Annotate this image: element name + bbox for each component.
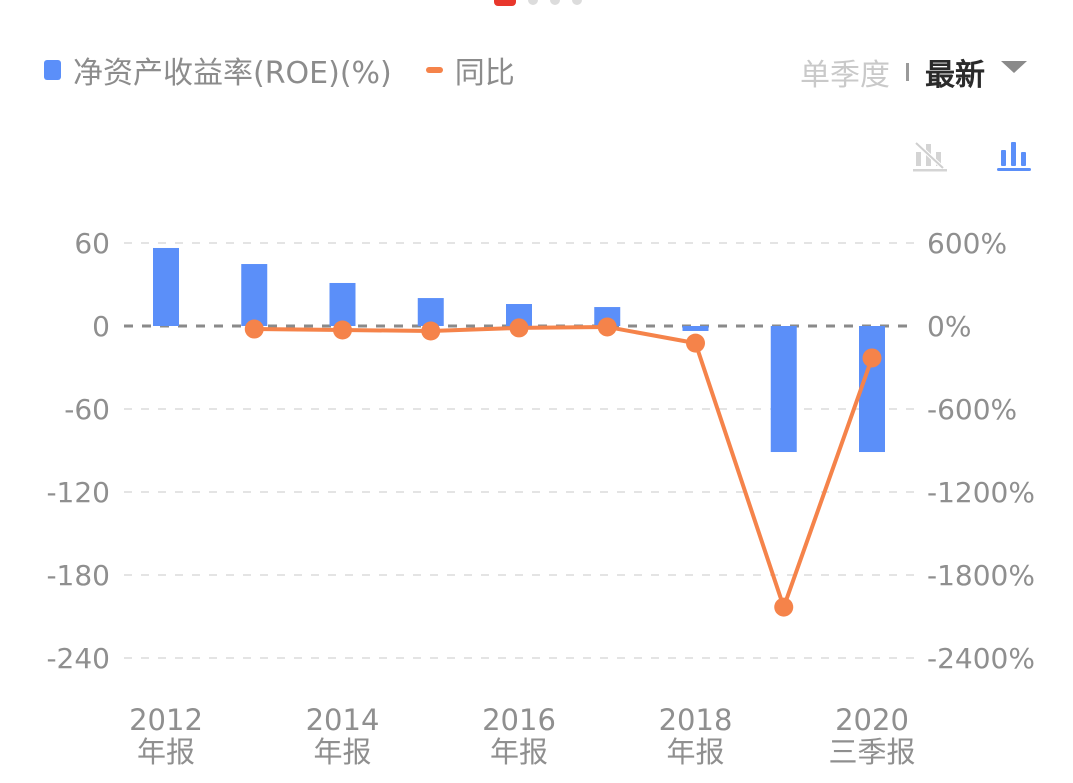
chart-legend: 净资产收益率(ROE)(%) 同比 <box>44 48 515 92</box>
y-axis-left-tick: -60 <box>64 393 110 426</box>
x-axis-tick-period: 三季报 <box>828 735 915 769</box>
period-divider <box>906 63 909 81</box>
bar-chart-icon[interactable] <box>996 138 1032 172</box>
yoy-point[interactable] <box>421 321 441 341</box>
roe-bar[interactable] <box>770 326 797 453</box>
y-axis-right-tick: -1200% <box>927 476 1035 509</box>
yoy-point[interactable] <box>597 317 617 337</box>
single-quarter-option[interactable]: 单季度 <box>800 58 890 93</box>
page-dot[interactable] <box>572 0 582 5</box>
x-axis-tick-period: 年报 <box>490 735 548 769</box>
x-axis-tick-year: 2018 <box>659 703 733 737</box>
bar-line-off-icon[interactable] <box>912 138 948 172</box>
yoy-point[interactable] <box>862 348 882 368</box>
legend-yoy-label[interactable]: 同比 <box>454 56 515 91</box>
x-axis-tick-period: 年报 <box>137 735 195 769</box>
chevron-down-icon[interactable] <box>1001 61 1027 73</box>
x-axis-tick-year: 2012 <box>129 703 203 737</box>
y-axis-right-tick: -1800% <box>927 559 1035 592</box>
y-axis-right-tick: -600% <box>927 393 1017 426</box>
roe-bar[interactable] <box>417 298 444 326</box>
yoy-point[interactable] <box>333 320 352 340</box>
yoy-point[interactable] <box>509 318 529 338</box>
x-axis-tick-year: 2020 <box>835 703 909 737</box>
page-indicator[interactable] <box>494 0 582 6</box>
page-dot[interactable] <box>550 0 560 5</box>
yoy-line-swatch-icon <box>425 67 443 73</box>
y-axis-left-tick: -120 <box>46 476 110 509</box>
period-selector: 单季度 最新 <box>800 50 1027 94</box>
yoy-line <box>254 324 874 610</box>
roe-bar-swatch-icon <box>44 60 61 80</box>
chart-view-toggle <box>912 138 1032 172</box>
page-dot[interactable] <box>494 0 516 6</box>
page-dot[interactable] <box>528 0 538 5</box>
y-axis-left-tick: -240 <box>46 642 110 675</box>
roe-bar[interactable] <box>506 304 532 326</box>
roe-bar[interactable] <box>153 247 179 326</box>
y-axis-left-tick: 60 <box>74 227 110 260</box>
legend-roe-label[interactable]: 净资产收益率(ROE)(%) <box>73 56 392 91</box>
x-axis-tick-period: 年报 <box>666 735 724 769</box>
y-axis-right-tick: 600% <box>927 227 1007 260</box>
yoy-point[interactable] <box>244 319 264 339</box>
yoy-point[interactable] <box>686 333 705 353</box>
latest-option[interactable]: 最新 <box>925 58 985 93</box>
y-axis-left-tick: -180 <box>46 559 110 592</box>
y-axis-left-tick: 0 <box>92 310 110 343</box>
yoy-point[interactable] <box>774 597 794 617</box>
y-axis-right-tick: -2400% <box>927 642 1035 675</box>
roe-bar[interactable] <box>329 282 356 326</box>
x-axis-tick-period: 年报 <box>313 735 371 769</box>
roe-bar[interactable] <box>682 326 709 331</box>
x-axis-tick-year: 2014 <box>306 703 380 737</box>
roe-bar[interactable] <box>859 326 885 453</box>
y-axis-right-tick: 0% <box>927 310 971 343</box>
roe-bar[interactable] <box>241 264 268 326</box>
x-axis-tick-year: 2016 <box>482 703 556 737</box>
